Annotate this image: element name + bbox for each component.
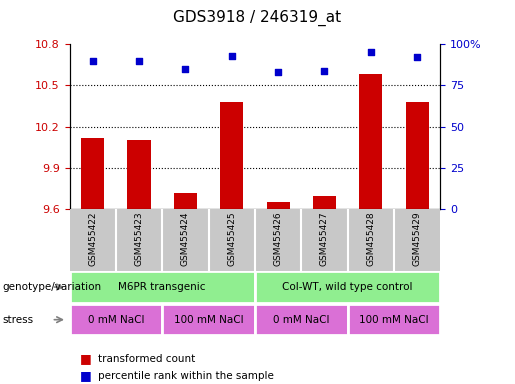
Bar: [128, 141, 150, 209]
Text: GSM455428: GSM455428: [366, 212, 375, 266]
Bar: [70, 304, 162, 335]
Bar: [255, 304, 348, 335]
Text: GSM455429: GSM455429: [413, 212, 422, 266]
Bar: [81, 138, 104, 209]
Text: stress: stress: [3, 314, 33, 325]
Point: [135, 58, 143, 64]
Bar: [255, 271, 440, 303]
Point: [181, 66, 190, 72]
Text: percentile rank within the sample: percentile rank within the sample: [98, 371, 274, 381]
Text: GSM455424: GSM455424: [181, 212, 190, 266]
Bar: [70, 271, 255, 303]
Bar: [359, 74, 382, 209]
Text: GDS3918 / 246319_at: GDS3918 / 246319_at: [174, 10, 341, 26]
Point: [228, 53, 236, 59]
Bar: [174, 193, 197, 209]
Text: GSM455427: GSM455427: [320, 212, 329, 266]
Bar: [405, 102, 428, 209]
Point: [320, 68, 329, 74]
Text: Col-WT, wild type control: Col-WT, wild type control: [282, 282, 413, 292]
Text: GSM455426: GSM455426: [273, 212, 283, 266]
Text: 0 mM NaCl: 0 mM NaCl: [88, 314, 144, 325]
Text: 100 mM NaCl: 100 mM NaCl: [174, 314, 244, 325]
Text: GSM455423: GSM455423: [134, 212, 144, 266]
Text: GSM455425: GSM455425: [227, 212, 236, 266]
Point: [413, 54, 421, 60]
Bar: [267, 202, 289, 209]
Bar: [162, 304, 255, 335]
Text: ■: ■: [80, 369, 92, 382]
Text: transformed count: transformed count: [98, 354, 195, 364]
Text: genotype/variation: genotype/variation: [3, 282, 101, 292]
Bar: [313, 195, 336, 209]
Text: 100 mM NaCl: 100 mM NaCl: [359, 314, 429, 325]
Text: ■: ■: [80, 353, 92, 366]
Bar: [220, 102, 243, 209]
Point: [89, 58, 97, 64]
Text: GSM455422: GSM455422: [88, 212, 97, 266]
Point: [367, 49, 375, 55]
Text: 0 mM NaCl: 0 mM NaCl: [273, 314, 330, 325]
Point: [274, 69, 282, 75]
Text: M6PR transgenic: M6PR transgenic: [118, 282, 206, 292]
Bar: [348, 304, 440, 335]
